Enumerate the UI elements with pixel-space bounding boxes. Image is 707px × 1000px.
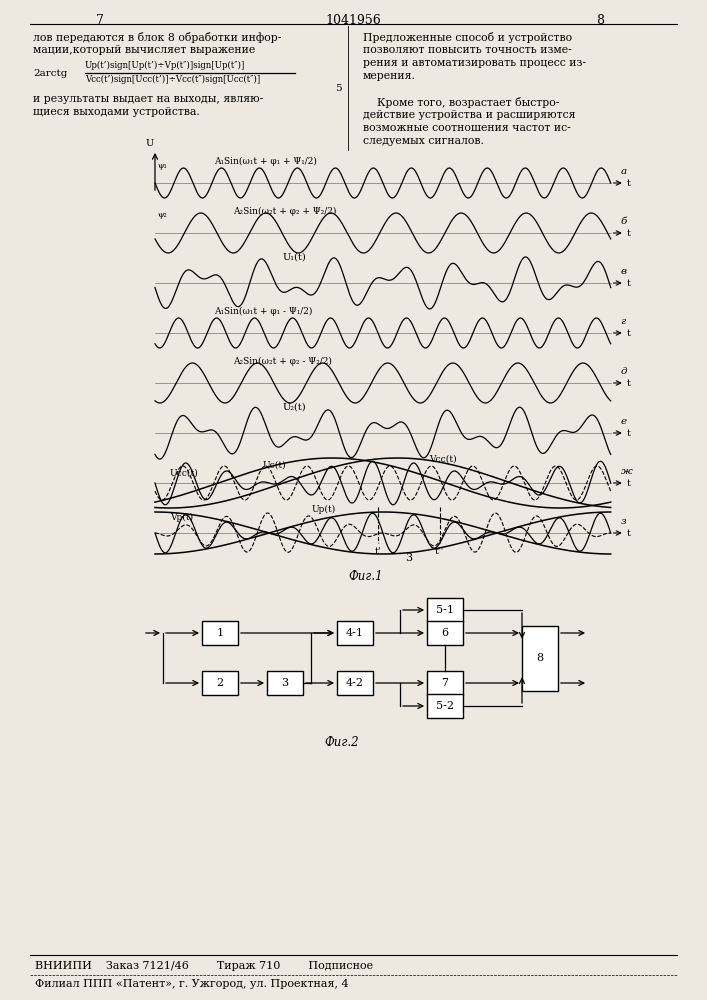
Bar: [267, 671, 303, 695]
Text: U: U: [146, 139, 154, 148]
Text: 5: 5: [334, 84, 341, 93]
Text: 5-1: 5-1: [436, 605, 454, 615]
Text: t: t: [626, 480, 631, 488]
Text: U₂(t): U₂(t): [282, 403, 306, 412]
Text: действие устройства и расширяются: действие устройства и расширяются: [363, 110, 575, 120]
Text: Кроме того, возрастает быстро-: Кроме того, возрастает быстро-: [363, 97, 559, 108]
Text: 1041956: 1041956: [325, 14, 381, 27]
Text: 4-1: 4-1: [346, 628, 364, 638]
Text: U₁(t): U₁(t): [282, 253, 306, 262]
Text: A₁Sin(ω₁t + φ₁ + Ψ₁/2): A₁Sin(ω₁t + φ₁ + Ψ₁/2): [214, 157, 317, 166]
Text: A₁Sin(ω₁t + φ₁ - Ψ₁/2): A₁Sin(ω₁t + φ₁ - Ψ₁/2): [214, 307, 312, 316]
Text: t: t: [626, 230, 631, 238]
Text: Ucc(t): Ucc(t): [170, 469, 199, 478]
Text: 8: 8: [596, 14, 604, 27]
Text: 5-2: 5-2: [436, 701, 454, 711]
Text: 7: 7: [96, 14, 104, 27]
Text: з: з: [621, 517, 626, 526]
Text: 3: 3: [406, 553, 413, 563]
Text: t: t: [626, 530, 631, 538]
Text: A₂Sin(ω₂t + φ₂ - Ψ₂/2): A₂Sin(ω₂t + φ₂ - Ψ₂/2): [233, 357, 332, 366]
Text: t: t: [626, 279, 631, 288]
Text: A₂Sin(ω₂t + φ₂ + Ψ₂/2): A₂Sin(ω₂t + φ₂ + Ψ₂/2): [233, 207, 337, 216]
Text: рения и автоматизировать процесс из-: рения и автоматизировать процесс из-: [363, 58, 586, 68]
Bar: [427, 621, 463, 645]
Text: Фиг.1: Фиг.1: [349, 570, 383, 583]
Text: щиеся выходами устройства.: щиеся выходами устройства.: [33, 107, 200, 117]
Text: Предложенные способ и устройство: Предложенные способ и устройство: [363, 32, 572, 43]
Bar: [202, 671, 238, 695]
Text: Фиг.2: Фиг.2: [324, 736, 358, 749]
Text: б: б: [621, 217, 627, 226]
Text: ψ₂: ψ₂: [158, 211, 168, 219]
Text: 7: 7: [441, 678, 448, 688]
Bar: [427, 671, 463, 695]
Text: 8: 8: [537, 653, 544, 663]
Text: Uc(t): Uc(t): [263, 461, 286, 470]
Text: 6: 6: [441, 628, 448, 638]
Bar: [337, 621, 373, 645]
Text: лов передаются в блок 8 обработки инфор-: лов передаются в блок 8 обработки инфор-: [33, 32, 281, 43]
Text: t': t': [375, 547, 382, 556]
Text: Vр(t): Vр(t): [170, 513, 193, 522]
Text: ВНИИПИ    Заказ 7121/46        Тираж 710        Подписное: ВНИИПИ Заказ 7121/46 Тираж 710 Подписное: [35, 961, 373, 971]
Text: ж: ж: [621, 467, 632, 476]
Text: и результаты выдает на выходы, являю-: и результаты выдает на выходы, являю-: [33, 94, 263, 104]
Text: мерения.: мерения.: [363, 71, 416, 81]
Text: возможные соотношения частот ис-: возможные соотношения частот ис-: [363, 123, 571, 133]
Bar: [337, 671, 373, 695]
Text: t: t: [626, 180, 631, 188]
Text: г: г: [621, 317, 626, 326]
Text: Филиал ППП «Патент», г. Ужгород, ул. Проектная, 4: Филиал ППП «Патент», г. Ужгород, ул. Про…: [35, 979, 349, 989]
Text: t: t: [626, 379, 631, 388]
Text: в: в: [621, 267, 626, 276]
Text: 1: 1: [216, 628, 223, 638]
Text: следуемых сигналов.: следуемых сигналов.: [363, 136, 484, 146]
Text: t: t: [626, 330, 631, 338]
Text: Vcc(t’)sign[Ucc(t’)]÷Vcc(t″)sign[Ucc(t″)]: Vcc(t’)sign[Ucc(t’)]÷Vcc(t″)sign[Ucc(t″)…: [85, 75, 260, 84]
Bar: [202, 621, 238, 645]
Text: а: а: [621, 167, 626, 176]
Text: 4-2: 4-2: [346, 678, 364, 688]
Bar: [522, 626, 558, 690]
Text: 3: 3: [281, 678, 288, 688]
Text: позволяют повысить точность изме-: позволяют повысить точность изме-: [363, 45, 572, 55]
Text: t: t: [626, 430, 631, 438]
Text: Vcc(t): Vcc(t): [429, 455, 457, 464]
Text: Uр(t): Uр(t): [312, 505, 336, 514]
Text: мации,который вычисляет выражение: мации,который вычисляет выражение: [33, 45, 255, 55]
Bar: [427, 694, 463, 718]
Text: 2: 2: [216, 678, 223, 688]
Text: Uр(t’)sign[Uр(t’)÷Vр(t″)]sign[Uр(t″)]: Uр(t’)sign[Uр(t’)÷Vр(t″)]sign[Uр(t″)]: [85, 61, 245, 70]
Text: д: д: [621, 367, 627, 376]
Text: ψ₁: ψ₁: [158, 162, 168, 170]
Bar: [427, 598, 463, 622]
Text: 2arctg: 2arctg: [33, 69, 67, 78]
Text: е: е: [621, 417, 626, 426]
Text: t'': t'': [435, 547, 445, 556]
